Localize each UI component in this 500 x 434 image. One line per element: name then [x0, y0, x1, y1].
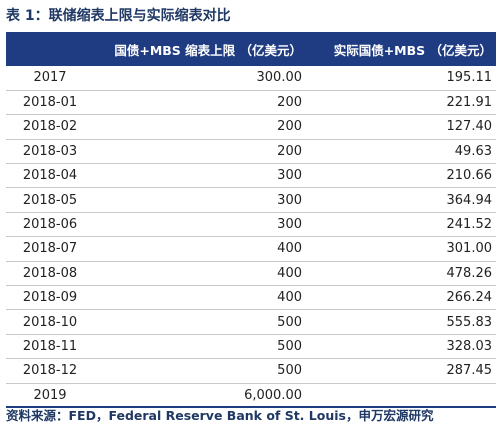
cell-actual: 210.66 — [306, 163, 496, 189]
table-header-row: 国债+MBS 缩表上限 （亿美元） 实际国债+MBS （亿美元） — [6, 32, 496, 66]
cell-cap: 200 — [94, 90, 306, 116]
cell-actual: 328.03 — [306, 334, 496, 360]
cell-actual: 266.24 — [306, 285, 496, 311]
cell-actual: 195.11 — [306, 66, 496, 91]
cell-cap: 500 — [94, 309, 306, 335]
source-note: 资料来源：FED，Federal Reserve Bank of St. Lou… — [6, 408, 434, 423]
cell-cap: 400 — [94, 236, 306, 262]
table-row: 2018-11 500 328.03 — [6, 334, 496, 360]
cell-period: 2018-12 — [6, 358, 94, 384]
table-row: 2019 6,000.00 — [6, 383, 496, 409]
header-cap: 国债+MBS 缩表上限 （亿美元） — [94, 32, 306, 66]
cell-cap: 300 — [94, 163, 306, 189]
header-actual: 实际国债+MBS （亿美元） — [306, 32, 496, 66]
cell-period: 2018-03 — [6, 139, 94, 165]
cell-period: 2018-08 — [6, 261, 94, 287]
cell-cap: 300.00 — [94, 66, 306, 91]
table-row: 2018-05 300 364.94 — [6, 187, 496, 213]
cell-period: 2018-06 — [6, 212, 94, 238]
cell-period: 2018-05 — [6, 187, 94, 213]
cell-period: 2019 — [6, 383, 94, 409]
cell-cap: 300 — [94, 212, 306, 238]
cell-period: 2018-10 — [6, 309, 94, 335]
balance-sheet-table: 国债+MBS 缩表上限 （亿美元） 实际国债+MBS （亿美元） 2017 30… — [6, 32, 496, 409]
cell-actual: 555.83 — [306, 309, 496, 335]
table-row: 2018-06 300 241.52 — [6, 212, 496, 238]
cell-cap: 200 — [94, 139, 306, 165]
cell-actual: 364.94 — [306, 187, 496, 213]
cell-cap: 300 — [94, 187, 306, 213]
cell-period: 2017 — [6, 66, 94, 91]
cell-actual: 127.40 — [306, 114, 496, 140]
cell-actual: 287.45 — [306, 358, 496, 384]
cell-cap: 400 — [94, 261, 306, 287]
cell-actual — [306, 383, 496, 409]
cell-cap: 400 — [94, 285, 306, 311]
table-row: 2018-01 200 221.91 — [6, 90, 496, 116]
table-row: 2018-04 300 210.66 — [6, 163, 496, 189]
cell-actual: 221.91 — [306, 90, 496, 116]
table-row: 2018-02 200 127.40 — [6, 114, 496, 140]
header-period — [6, 32, 94, 66]
cell-actual: 49.63 — [306, 139, 496, 165]
table-row: 2018-09 400 266.24 — [6, 285, 496, 311]
table-row: 2018-10 500 555.83 — [6, 309, 496, 335]
cell-period: 2018-11 — [6, 334, 94, 360]
cell-actual: 301.00 — [306, 236, 496, 262]
cell-period: 2018-04 — [6, 163, 94, 189]
table-row: 2018-03 200 49.63 — [6, 139, 496, 165]
cell-actual: 478.26 — [306, 261, 496, 287]
cell-period: 2018-01 — [6, 90, 94, 116]
table-title: 表 1：联储缩表上限与实际缩表对比 — [6, 8, 231, 24]
cell-period: 2018-02 — [6, 114, 94, 140]
cell-cap: 500 — [94, 358, 306, 384]
table-row: 2018-08 400 478.26 — [6, 261, 496, 287]
cell-cap: 200 — [94, 114, 306, 140]
cell-actual: 241.52 — [306, 212, 496, 238]
cell-cap: 6,000.00 — [94, 383, 306, 409]
cell-period: 2018-09 — [6, 285, 94, 311]
table-row: 2018-12 500 287.45 — [6, 358, 496, 384]
table-row: 2017 300.00 195.11 — [6, 66, 496, 91]
table-row: 2018-07 400 301.00 — [6, 236, 496, 262]
cell-cap: 500 — [94, 334, 306, 360]
cell-period: 2018-07 — [6, 236, 94, 262]
